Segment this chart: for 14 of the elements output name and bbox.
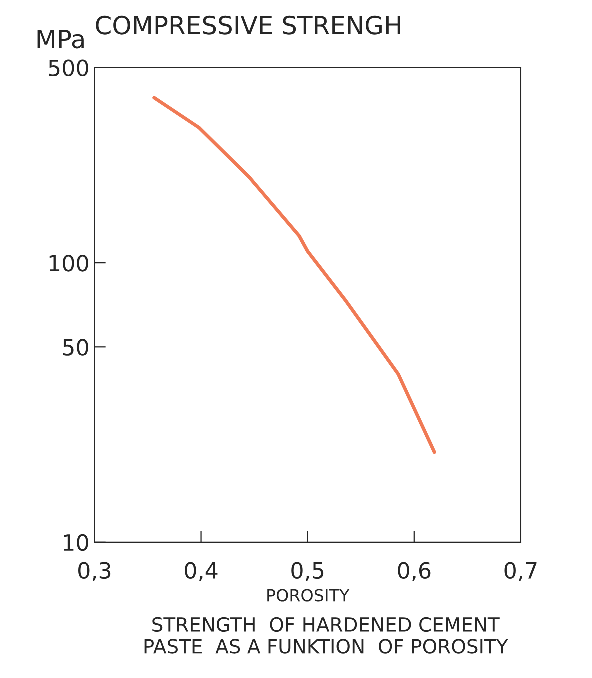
text: STRENGTH OF HARDENED CEMENT PASTE AS A FUNKTION OF POROSITY [144,617,508,654]
x-axis-title: POROSITY [268,589,350,602]
x-tick-label: 0,4 [185,562,218,582]
y-axis-title: MPa [38,30,84,49]
x-tick-label: 0,3 [78,562,111,582]
x-tick-label: 0,5 [292,562,324,582]
line-series [152,96,436,454]
x-tick-label: 0,6 [398,562,431,582]
x-tick-label: 0,7 [504,562,537,582]
y-tick-label: 500 [49,60,88,77]
y-tick-label: 100 [50,255,88,272]
y-tick-label: 10 [64,534,88,552]
chart-title: COMPRESSIVE STRENGH [96,16,400,35]
y-tick-label: 50 [63,339,88,356]
